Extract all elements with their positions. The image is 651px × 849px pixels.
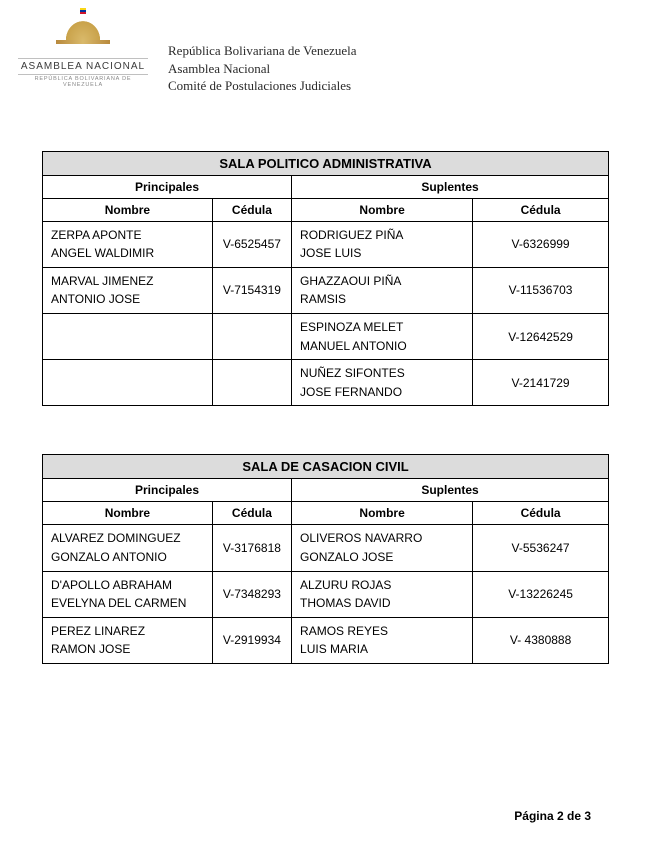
header-text: República Bolivariana de Venezuela Asamb…: [168, 18, 357, 95]
suplente-cedula: V-12642529: [473, 314, 609, 360]
suplente-nombre: ESPINOZA MELETMANUEL ANTONIO: [292, 314, 473, 360]
table-row: NUÑEZ SIFONTESJOSE FERNANDOV-2141729: [43, 360, 609, 406]
suplente-nombre: RODRIGUEZ PIÑAJOSE LUIS: [292, 221, 473, 267]
logo-title: ASAMBLEA NACIONAL: [18, 58, 148, 75]
suplente-nombre: NUÑEZ SIFONTESJOSE FERNANDO: [292, 360, 473, 406]
group-header: Principales: [43, 479, 292, 502]
empty-cell: [212, 360, 291, 406]
logo-subtitle: REPÚBLICA BOLIVARIANA DE VENEZUELA: [18, 75, 148, 88]
principal-cedula: V-6525457: [212, 221, 291, 267]
column-header: Cédula: [212, 502, 291, 525]
principal-cedula: V-2919934: [212, 617, 291, 663]
suplente-nombre: RAMOS REYESLUIS MARIA: [292, 617, 473, 663]
table-row: ESPINOZA MELETMANUEL ANTONIOV-12642529: [43, 314, 609, 360]
empty-cell: [43, 314, 213, 360]
group-header: Suplentes: [292, 175, 609, 198]
suplente-nombre: GHAZZAOUI PIÑARAMSIS: [292, 267, 473, 313]
empty-cell: [212, 314, 291, 360]
column-header: Nombre: [292, 502, 473, 525]
document-header: ASAMBLEA NACIONAL REPÚBLICA BOLIVARIANA …: [0, 0, 651, 95]
principal-cedula: V-7154319: [212, 267, 291, 313]
table-row: ALVAREZ DOMINGUEZGONZALO ANTONIOV-317681…: [43, 525, 609, 571]
table-row: MARVAL JIMENEZANTONIO JOSEV-7154319GHAZZ…: [43, 267, 609, 313]
column-header: Cédula: [473, 198, 609, 221]
suplente-cedula: V-2141729: [473, 360, 609, 406]
column-header: Cédula: [212, 198, 291, 221]
page-number: Página 2 de 3: [514, 809, 591, 823]
empty-cell: [43, 360, 213, 406]
principal-nombre: PEREZ LINAREZRAMON JOSE: [43, 617, 213, 663]
suplente-cedula: V-11536703: [473, 267, 609, 313]
sala-table: SALA POLITICO ADMINISTRATIVAPrincipalesS…: [42, 151, 609, 407]
suplente-cedula: V-13226245: [473, 571, 609, 617]
table-row: D'APOLLO ABRAHAMEVELYNA DEL CARMENV-7348…: [43, 571, 609, 617]
table-row: ZERPA APONTEANGEL WALDIMIRV-6525457RODRI…: [43, 221, 609, 267]
suplente-nombre: OLIVEROS NAVARROGONZALO JOSE: [292, 525, 473, 571]
suplente-nombre: ALZURU ROJASTHOMAS DAVID: [292, 571, 473, 617]
sala-table: SALA DE CASACION CIVILPrincipalesSuplent…: [42, 454, 609, 664]
table-title: SALA POLITICO ADMINISTRATIVA: [43, 151, 609, 175]
suplente-cedula: V-6326999: [473, 221, 609, 267]
content-area: SALA POLITICO ADMINISTRATIVAPrincipalesS…: [0, 95, 651, 664]
suplente-cedula: V-5536247: [473, 525, 609, 571]
column-header: Nombre: [292, 198, 473, 221]
header-line-1: República Bolivariana de Venezuela: [168, 42, 357, 60]
principal-nombre: ZERPA APONTEANGEL WALDIMIR: [43, 221, 213, 267]
table-title: SALA DE CASACION CIVIL: [43, 455, 609, 479]
logo-block: ASAMBLEA NACIONAL REPÚBLICA BOLIVARIANA …: [18, 18, 148, 88]
principal-nombre: ALVAREZ DOMINGUEZGONZALO ANTONIO: [43, 525, 213, 571]
principal-cedula: V-7348293: [212, 571, 291, 617]
column-header: Cédula: [473, 502, 609, 525]
group-header: Principales: [43, 175, 292, 198]
principal-nombre: MARVAL JIMENEZANTONIO JOSE: [43, 267, 213, 313]
table-row: PEREZ LINAREZRAMON JOSEV-2919934RAMOS RE…: [43, 617, 609, 663]
column-header: Nombre: [43, 502, 213, 525]
header-line-2: Asamblea Nacional: [168, 60, 357, 78]
header-line-3: Comité de Postulaciones Judiciales: [168, 77, 357, 95]
principal-nombre: D'APOLLO ABRAHAMEVELYNA DEL CARMEN: [43, 571, 213, 617]
suplente-cedula: V- 4380888: [473, 617, 609, 663]
group-header: Suplentes: [292, 479, 609, 502]
emblem-icon: [18, 18, 148, 54]
column-header: Nombre: [43, 198, 213, 221]
principal-cedula: V-3176818: [212, 525, 291, 571]
